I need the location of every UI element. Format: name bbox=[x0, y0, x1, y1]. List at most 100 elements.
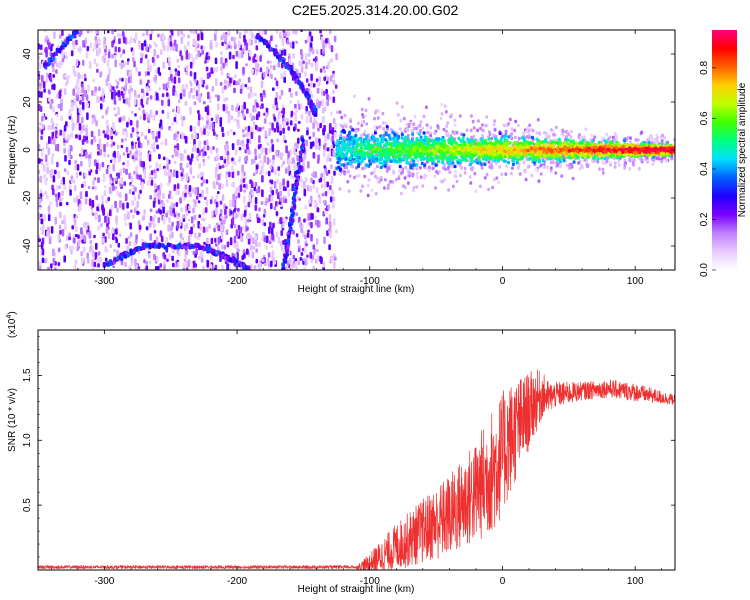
spectrogram-cell bbox=[194, 78, 197, 83]
spectrogram-cell bbox=[332, 143, 336, 149]
spectrogram-cell bbox=[311, 172, 314, 177]
spectrogram-cell bbox=[150, 179, 154, 186]
spectrogram-cell bbox=[228, 51, 232, 60]
spectrogram-cell bbox=[305, 61, 308, 70]
spectrogram-cell bbox=[78, 134, 82, 141]
spectrogram-cell bbox=[243, 253, 246, 259]
spectrogram-cell bbox=[245, 233, 249, 240]
spectrogram-cell bbox=[189, 106, 192, 115]
spectrogram-cell bbox=[297, 128, 300, 132]
spectrogram-cell bbox=[146, 181, 150, 187]
spectrogram-cell bbox=[321, 193, 325, 197]
spectrogram-cell bbox=[136, 120, 139, 128]
spectrogram-cell bbox=[381, 111, 385, 116]
spectrogram-cell bbox=[596, 160, 600, 164]
spectrogram-cell bbox=[274, 44, 278, 48]
spectrogram-cell bbox=[179, 153, 183, 161]
spectrogram-cell bbox=[70, 101, 74, 108]
spectrogram-cell bbox=[278, 201, 281, 205]
spectrogram-cell bbox=[149, 164, 152, 169]
spectrogram-cell bbox=[111, 53, 114, 59]
spectrogram-cell bbox=[348, 174, 352, 178]
spectrogram-cell bbox=[164, 138, 168, 146]
spectrogram-cell bbox=[275, 211, 279, 216]
spectrogram-cell bbox=[111, 235, 115, 241]
spectrogram-cell bbox=[291, 157, 295, 164]
spectrogram-cell bbox=[167, 224, 170, 232]
spectrogram-cell bbox=[304, 258, 308, 266]
spectrogram-cell bbox=[487, 137, 491, 141]
spectrogram-cell bbox=[155, 236, 159, 244]
spectrogram-cell bbox=[127, 236, 130, 240]
spectrogram-cell bbox=[214, 57, 218, 65]
spectrogram-cell bbox=[127, 58, 130, 62]
spectrogram-cell bbox=[107, 232, 111, 240]
spectrogram-cell bbox=[259, 170, 262, 176]
spectrogram-cell bbox=[170, 30, 174, 36]
spectrogram-cell bbox=[419, 120, 423, 124]
spectrogram-cell bbox=[39, 122, 42, 126]
spectrogram-cell bbox=[183, 224, 187, 232]
spectrogram-cell bbox=[155, 136, 158, 143]
spectrogram-cell bbox=[67, 148, 71, 157]
spectrogram-cell bbox=[655, 156, 659, 161]
spectrogram-cell bbox=[52, 66, 55, 73]
spectrogram-cell bbox=[143, 40, 147, 47]
spectrogram-cell bbox=[103, 189, 107, 197]
spectrogram-cell bbox=[50, 263, 53, 269]
spectrogram-cell bbox=[132, 57, 135, 62]
spectrogram-cell bbox=[198, 93, 202, 100]
spectrogram-cell bbox=[96, 206, 99, 212]
spectrogram-cell bbox=[266, 157, 270, 165]
spectrogram-cell bbox=[226, 263, 229, 270]
spectrogram-cell bbox=[320, 173, 323, 178]
spectrogram-cell bbox=[49, 235, 52, 239]
spectrogram-cell bbox=[202, 226, 206, 233]
spectrogram-cell bbox=[154, 171, 157, 179]
spectrogram-cell bbox=[148, 154, 152, 162]
spectrogram-cell bbox=[99, 96, 103, 101]
spectrogram-cell bbox=[237, 185, 241, 193]
spectrogram-cell bbox=[201, 49, 204, 55]
spectrogram-cell bbox=[73, 264, 77, 270]
spectrogram-cell bbox=[54, 193, 58, 198]
spectrogram-cell bbox=[415, 185, 419, 189]
spectrogram-cell bbox=[75, 134, 78, 139]
spectrogram-cell bbox=[132, 191, 135, 196]
spectrogram-cell bbox=[200, 77, 203, 85]
spectrogram-cell bbox=[81, 116, 84, 124]
spectrogram-cell bbox=[510, 127, 514, 131]
spectrogram-cell bbox=[338, 110, 342, 114]
spectrogram-cell bbox=[103, 185, 107, 189]
spectrogram-cell bbox=[223, 157, 227, 164]
spectrogram-cell bbox=[221, 194, 225, 201]
spectrogram-cell bbox=[347, 169, 350, 174]
spectrogram-cell bbox=[92, 212, 95, 216]
spectrogram-cell bbox=[73, 185, 77, 192]
spectrogram-cell bbox=[316, 142, 319, 150]
spectrogram-cell bbox=[261, 219, 265, 226]
spectrogram-cell bbox=[111, 30, 114, 35]
spectrogram-cell bbox=[105, 110, 109, 114]
spectrogram-cell bbox=[193, 30, 197, 34]
spectrogram-cell bbox=[311, 49, 315, 55]
spectrogram-cell bbox=[91, 259, 94, 268]
spectrogram-cell bbox=[117, 110, 120, 116]
spectrogram-cell bbox=[329, 231, 332, 239]
spectrogram-cell bbox=[322, 200, 326, 204]
spectrogram-cell bbox=[205, 85, 209, 90]
spectrogram-cell bbox=[256, 217, 260, 224]
spectrogram-cell bbox=[601, 167, 605, 172]
spectrogram-cell bbox=[219, 117, 223, 122]
spectrogram-cell bbox=[69, 189, 72, 196]
spectrogram-cell bbox=[143, 174, 147, 180]
spectrogram-cell bbox=[139, 115, 142, 120]
spectrogram-cell bbox=[38, 169, 41, 175]
spectrogram-cell bbox=[126, 153, 130, 159]
spectrogram-cell bbox=[216, 181, 219, 185]
spectrogram-cell bbox=[377, 109, 380, 113]
spectrogram-cell bbox=[262, 213, 266, 218]
spectrogram-cell bbox=[254, 197, 258, 205]
spectrogram-cell bbox=[306, 130, 309, 136]
spectrogram-cell bbox=[454, 174, 458, 179]
